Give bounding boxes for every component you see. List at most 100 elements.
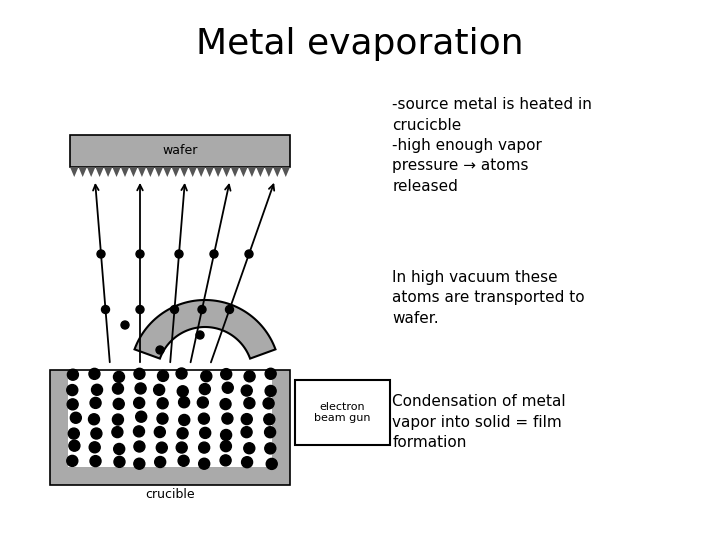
Text: Metal evaporation: Metal evaporation bbox=[196, 27, 524, 61]
Circle shape bbox=[199, 458, 210, 469]
Circle shape bbox=[199, 442, 210, 453]
Circle shape bbox=[112, 383, 123, 394]
Polygon shape bbox=[239, 167, 248, 177]
Circle shape bbox=[199, 427, 211, 438]
Text: wafer: wafer bbox=[162, 145, 198, 158]
Polygon shape bbox=[138, 167, 146, 177]
Circle shape bbox=[199, 413, 210, 424]
Polygon shape bbox=[135, 300, 276, 359]
Text: crucible: crucible bbox=[145, 488, 195, 501]
Polygon shape bbox=[248, 167, 256, 177]
Bar bbox=[272, 370, 290, 485]
FancyArrowPatch shape bbox=[122, 356, 159, 379]
Polygon shape bbox=[180, 167, 189, 177]
Circle shape bbox=[197, 397, 208, 408]
Circle shape bbox=[241, 414, 252, 424]
Circle shape bbox=[90, 456, 101, 467]
Circle shape bbox=[102, 306, 109, 314]
Polygon shape bbox=[155, 167, 163, 177]
Circle shape bbox=[135, 383, 146, 394]
Circle shape bbox=[225, 306, 233, 314]
Circle shape bbox=[156, 442, 167, 453]
Polygon shape bbox=[205, 167, 214, 177]
Circle shape bbox=[176, 442, 187, 453]
Circle shape bbox=[244, 371, 255, 382]
Circle shape bbox=[90, 397, 101, 408]
Circle shape bbox=[153, 384, 165, 395]
Circle shape bbox=[91, 384, 102, 395]
Bar bbox=[50, 467, 290, 485]
Bar bbox=[50, 370, 68, 485]
Circle shape bbox=[67, 455, 78, 467]
Polygon shape bbox=[197, 167, 205, 177]
Circle shape bbox=[266, 458, 277, 469]
Circle shape bbox=[179, 415, 190, 426]
Circle shape bbox=[245, 250, 253, 258]
Circle shape bbox=[175, 250, 183, 258]
Polygon shape bbox=[189, 167, 197, 177]
Circle shape bbox=[113, 399, 125, 409]
Text: electron
beam gun: electron beam gun bbox=[314, 402, 371, 423]
Circle shape bbox=[220, 441, 231, 451]
Circle shape bbox=[265, 368, 276, 379]
Circle shape bbox=[157, 413, 168, 424]
Text: -source metal is heated in
crucicble
-high enough vapor
pressure → atoms
release: -source metal is heated in crucicble -hi… bbox=[392, 97, 593, 194]
Polygon shape bbox=[146, 167, 155, 177]
Circle shape bbox=[91, 428, 102, 439]
Polygon shape bbox=[282, 167, 290, 177]
Text: Condensation of metal
vapor into solid = film
formation: Condensation of metal vapor into solid =… bbox=[392, 394, 566, 450]
Circle shape bbox=[196, 331, 204, 339]
Circle shape bbox=[221, 369, 232, 380]
Text: In high vacuum these
atoms are transported to
wafer.: In high vacuum these atoms are transport… bbox=[392, 270, 585, 326]
Circle shape bbox=[177, 386, 188, 397]
Polygon shape bbox=[87, 167, 95, 177]
Circle shape bbox=[114, 372, 125, 382]
Circle shape bbox=[222, 382, 233, 393]
Circle shape bbox=[220, 399, 231, 410]
Circle shape bbox=[158, 370, 168, 381]
Circle shape bbox=[133, 426, 145, 437]
Polygon shape bbox=[231, 167, 239, 177]
Circle shape bbox=[97, 250, 105, 258]
Circle shape bbox=[220, 455, 231, 466]
Circle shape bbox=[241, 427, 252, 437]
Circle shape bbox=[67, 399, 78, 410]
Bar bbox=[70, 135, 290, 167]
Circle shape bbox=[89, 414, 99, 425]
Circle shape bbox=[154, 427, 166, 437]
Circle shape bbox=[265, 443, 276, 454]
Circle shape bbox=[114, 443, 125, 455]
Polygon shape bbox=[104, 167, 112, 177]
Polygon shape bbox=[129, 167, 138, 177]
Circle shape bbox=[265, 386, 276, 396]
Polygon shape bbox=[273, 167, 282, 177]
Circle shape bbox=[68, 428, 79, 439]
Circle shape bbox=[68, 369, 78, 380]
Bar bbox=[50, 370, 290, 485]
Circle shape bbox=[198, 306, 206, 314]
Circle shape bbox=[112, 414, 123, 425]
Circle shape bbox=[171, 306, 179, 314]
Polygon shape bbox=[95, 167, 104, 177]
Circle shape bbox=[121, 321, 129, 329]
Circle shape bbox=[112, 427, 123, 437]
Circle shape bbox=[201, 370, 212, 382]
Circle shape bbox=[67, 384, 78, 396]
Circle shape bbox=[244, 397, 255, 409]
Circle shape bbox=[136, 306, 144, 314]
Circle shape bbox=[244, 443, 255, 454]
Circle shape bbox=[89, 442, 100, 453]
Polygon shape bbox=[163, 167, 171, 177]
Circle shape bbox=[199, 383, 210, 395]
Circle shape bbox=[264, 427, 276, 438]
Circle shape bbox=[210, 250, 218, 258]
Circle shape bbox=[177, 428, 188, 439]
Polygon shape bbox=[214, 167, 222, 177]
Circle shape bbox=[264, 414, 275, 425]
Circle shape bbox=[134, 368, 145, 379]
Circle shape bbox=[176, 368, 187, 379]
Circle shape bbox=[157, 398, 168, 409]
Circle shape bbox=[114, 456, 125, 467]
Circle shape bbox=[263, 398, 274, 409]
Polygon shape bbox=[112, 167, 121, 177]
